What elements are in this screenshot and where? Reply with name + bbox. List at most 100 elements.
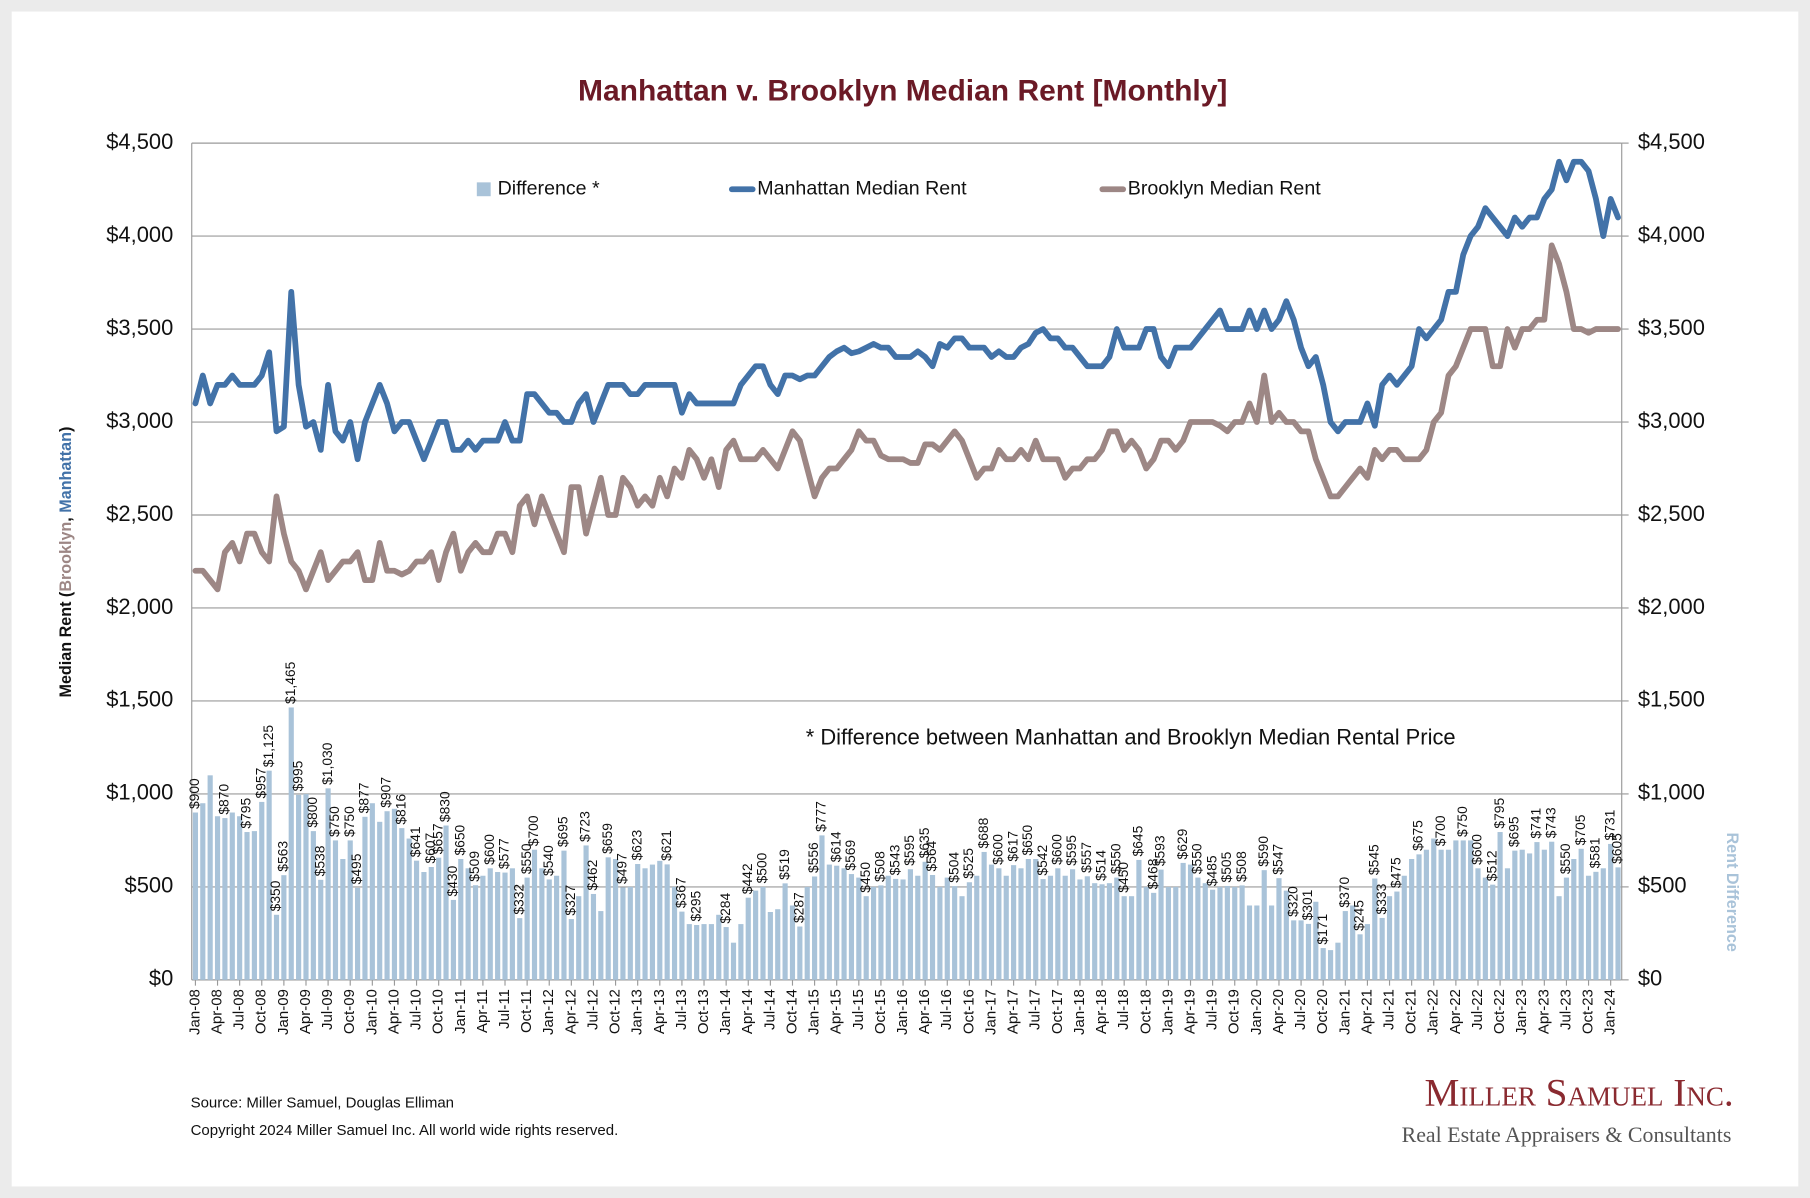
bar: [730, 942, 737, 980]
y-tick-label: $1,000: [106, 780, 173, 805]
data-label: $332: [510, 884, 526, 915]
data-label: $564: [923, 840, 939, 871]
x-tick-label: Jan-20: [1248, 989, 1265, 1035]
x-tick-label: Apr-14: [739, 989, 756, 1034]
data-label: $475: [1388, 857, 1404, 888]
bar: [966, 882, 972, 980]
bar: [612, 859, 619, 980]
bar: [1335, 942, 1341, 980]
y2-tick-label: $1,500: [1638, 687, 1705, 712]
data-label: $617: [1004, 831, 1020, 862]
bar: [944, 877, 950, 980]
bar: [723, 927, 729, 980]
bar: [1519, 849, 1525, 980]
x-tick-label: Jan-24: [1602, 989, 1619, 1035]
x-tick-label: Jan-16: [894, 989, 911, 1035]
legend-label: Manhattan Median Rent: [757, 177, 967, 199]
data-label: $688: [975, 817, 991, 848]
x-tick-label: Oct-14: [783, 989, 800, 1034]
data-label: $500: [754, 852, 770, 883]
x-tick-label: Jan-13: [629, 989, 646, 1035]
bar: [1106, 883, 1113, 980]
bar: [1136, 859, 1142, 980]
data-label: $540: [540, 845, 556, 876]
bar: [1210, 889, 1216, 980]
x-tick-label: Jan-21: [1336, 989, 1353, 1035]
data-label: $508: [1233, 851, 1249, 882]
data-label: $900: [186, 778, 202, 809]
data-label: $777: [813, 801, 829, 832]
bar: [214, 816, 221, 980]
bar: [200, 803, 206, 980]
y2-tick-label: $4,500: [1638, 129, 1705, 154]
bar: [863, 896, 869, 980]
bar: [1386, 896, 1393, 980]
x-tick-label: Jan-09: [275, 989, 292, 1035]
bar: [856, 877, 862, 980]
data-label: $816: [392, 794, 408, 825]
data-label: $367: [673, 877, 689, 908]
logo-tagline: Real Estate Appraisers & Consultants: [1402, 1122, 1732, 1147]
bar: [760, 886, 766, 980]
bar: [1585, 875, 1592, 980]
y2-tick-label: $1,000: [1638, 780, 1705, 805]
x-tick-label: Jul-20: [1292, 989, 1309, 1030]
data-label: $509: [466, 851, 482, 882]
x-tick-label: Jan-12: [540, 989, 557, 1035]
data-label: $695: [555, 816, 571, 847]
bar: [664, 864, 670, 980]
data-label: $450: [857, 862, 873, 893]
data-label: $485: [1203, 855, 1219, 886]
bar: [878, 885, 884, 980]
data-label: $957: [252, 768, 268, 799]
bar: [509, 868, 515, 980]
bar: [1298, 920, 1304, 980]
y-tick-label: $2,000: [106, 594, 173, 619]
bar: [1313, 901, 1319, 980]
x-tick-label: Apr-12: [562, 989, 579, 1034]
data-label: $543: [886, 844, 902, 875]
bar: [841, 868, 847, 980]
bar: [1342, 911, 1348, 980]
x-tick-label: Jul-13: [673, 989, 690, 1030]
data-label: $542: [1034, 845, 1050, 876]
bar: [406, 838, 412, 980]
data-label: $550: [1107, 843, 1123, 874]
bar: [1475, 868, 1481, 980]
x-tick-label: Apr-19: [1181, 989, 1198, 1034]
bar: [568, 919, 574, 980]
data-label: $525: [960, 848, 976, 879]
bar: [237, 816, 243, 980]
bar: [907, 869, 913, 980]
data-label: $623: [628, 829, 644, 860]
x-tick-label: Jul-21: [1381, 989, 1398, 1030]
x-tick-label: Oct-17: [1049, 989, 1066, 1034]
bar: [701, 924, 707, 980]
bar: [539, 868, 545, 980]
bar: [671, 886, 678, 980]
bar: [1327, 950, 1334, 980]
y-axis-title-part: ,: [57, 513, 75, 522]
bar: [620, 887, 626, 980]
data-label: $505: [1218, 851, 1234, 882]
x-tick-label: Jan-18: [1071, 989, 1088, 1035]
data-label: $1,125: [260, 725, 276, 768]
data-label: $327: [562, 885, 578, 916]
x-tick-label: Jul-11: [496, 989, 513, 1029]
bar: [775, 909, 781, 980]
bar: [391, 808, 398, 980]
data-label: $519: [776, 849, 792, 880]
bar: [937, 886, 943, 980]
bar: [273, 914, 280, 980]
bar: [1541, 849, 1547, 980]
bar: [531, 849, 538, 980]
bar: [487, 868, 493, 980]
bar: [848, 874, 855, 980]
bar: [428, 866, 434, 980]
bar: [369, 803, 375, 980]
bar: [1497, 832, 1503, 980]
bar: [1217, 886, 1223, 980]
x-tick-label: Jan-10: [363, 989, 380, 1035]
x-tick-label: Apr-22: [1447, 989, 1464, 1034]
